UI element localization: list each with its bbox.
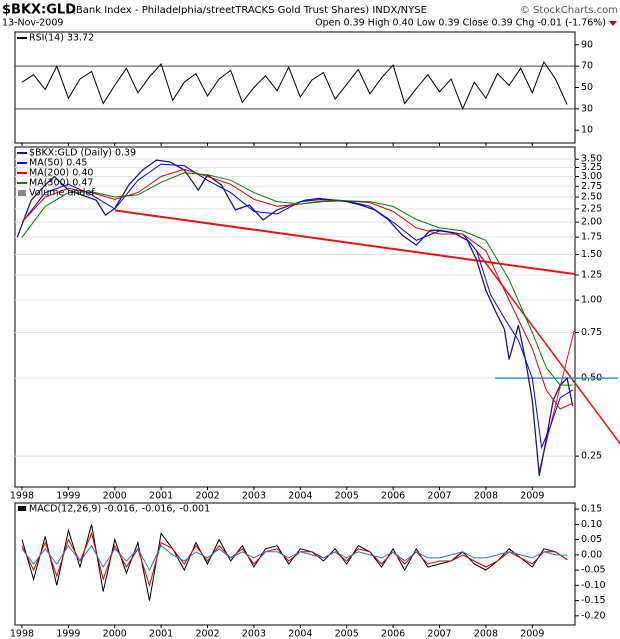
quote: Open 0.39 High 0.40 Low 0.39 Close 0.39 … bbox=[315, 18, 606, 29]
y-tick-label: 3.25 bbox=[581, 162, 602, 173]
y-tick-label: 3.50 bbox=[581, 154, 602, 165]
legend-swatch bbox=[18, 506, 26, 511]
x-tick-label: 2008 bbox=[474, 629, 498, 639]
y-tick-label: 2.50 bbox=[581, 192, 602, 203]
x-tick-label: 1998 bbox=[10, 491, 34, 502]
x-tick-label: 2005 bbox=[335, 491, 359, 502]
x-tick-label: 2009 bbox=[520, 491, 544, 502]
y-tick-label: 2.75 bbox=[581, 181, 602, 192]
y-tick-label: 1.75 bbox=[581, 232, 602, 243]
x-tick-label: 1999 bbox=[56, 629, 80, 639]
y-tick-label: 0.75 bbox=[581, 327, 602, 338]
x-tick-label: 2000 bbox=[103, 491, 127, 502]
x-tick-label: 2005 bbox=[335, 629, 359, 639]
series-line bbox=[21, 172, 573, 386]
date: 13-Nov-2009 bbox=[2, 18, 63, 29]
legend-label: RSI(14) 33.72 bbox=[29, 33, 94, 44]
y-tick-label: 1.25 bbox=[581, 270, 602, 281]
x-tick-label: 2007 bbox=[427, 491, 451, 502]
x-tick-label: 2003 bbox=[242, 491, 266, 502]
legend-label: Volume undef bbox=[29, 188, 95, 199]
down-arrow bbox=[609, 21, 617, 26]
panel-frame bbox=[14, 502, 576, 626]
y-tick-label: -0.10 bbox=[581, 580, 606, 591]
y-tick-label: 1.00 bbox=[581, 295, 602, 306]
y-tick-label: 30 bbox=[581, 103, 593, 114]
trend-line bbox=[114, 209, 576, 276]
y-tick-label: 0.25 bbox=[581, 451, 602, 462]
legend-label: MA(300) 0.47 bbox=[29, 178, 93, 189]
symbol: $BKX:GLD bbox=[2, 3, 76, 18]
x-tick-label: 1998 bbox=[10, 629, 34, 639]
y-tick-label: 1.50 bbox=[581, 249, 602, 260]
x-tick-label: 2006 bbox=[381, 491, 405, 502]
y-tick-label: -0.15 bbox=[581, 595, 606, 606]
series-line bbox=[21, 60, 568, 111]
legend-label: -0.016, bbox=[142, 504, 176, 515]
y-tick-label: 3.00 bbox=[581, 171, 602, 182]
y-tick-label: -0.20 bbox=[581, 610, 606, 621]
chart-title: (Bank Index - Philadelphia/streetTRACKS … bbox=[72, 5, 427, 16]
y-tick-label: 10 bbox=[581, 125, 593, 136]
x-tick-label: 2004 bbox=[288, 491, 312, 502]
x-tick-label: 2001 bbox=[149, 629, 173, 639]
legend-label: MA(200) 0.40 bbox=[29, 168, 93, 179]
y-tick-label: -0.05 bbox=[581, 565, 606, 576]
legend-label: -0.001 bbox=[179, 504, 210, 515]
legend-swatch bbox=[18, 190, 26, 196]
x-tick-label: 2002 bbox=[195, 629, 219, 639]
legend-label: $BKX:GLD (Daily) 0.39 bbox=[29, 148, 136, 159]
x-tick-label: 2004 bbox=[288, 629, 312, 639]
x-tick-label: 2000 bbox=[103, 629, 127, 639]
x-tick-label: 2007 bbox=[427, 629, 451, 639]
y-tick-label: 2.25 bbox=[581, 203, 602, 214]
x-tick-label: 1999 bbox=[56, 491, 80, 502]
y-tick-label: 70 bbox=[581, 61, 593, 72]
y-tick-label: 90 bbox=[581, 39, 593, 50]
series-line bbox=[21, 544, 568, 572]
x-tick-label: 2001 bbox=[149, 491, 173, 502]
y-tick-label: 0.05 bbox=[581, 534, 602, 545]
x-tick-label: 2009 bbox=[520, 629, 544, 639]
y-tick-label: 0.10 bbox=[581, 519, 602, 530]
x-tick-label: 2003 bbox=[242, 629, 266, 639]
y-tick-label: 0.15 bbox=[581, 504, 602, 515]
x-tick-label: 2008 bbox=[474, 491, 498, 502]
y-tick-label: 2.00 bbox=[581, 217, 602, 228]
y-tick-label: 0.00 bbox=[581, 549, 602, 560]
legend-label: MA(50) 0.45 bbox=[29, 158, 87, 169]
x-tick-label: 2006 bbox=[381, 629, 405, 639]
legend-label: MACD(12,26,9) -0.016, bbox=[29, 504, 138, 515]
source: © StockCharts.com bbox=[520, 5, 618, 16]
x-tick-label: 2002 bbox=[195, 491, 219, 502]
panel-frame bbox=[14, 146, 576, 488]
y-tick-label: 50 bbox=[581, 82, 593, 93]
